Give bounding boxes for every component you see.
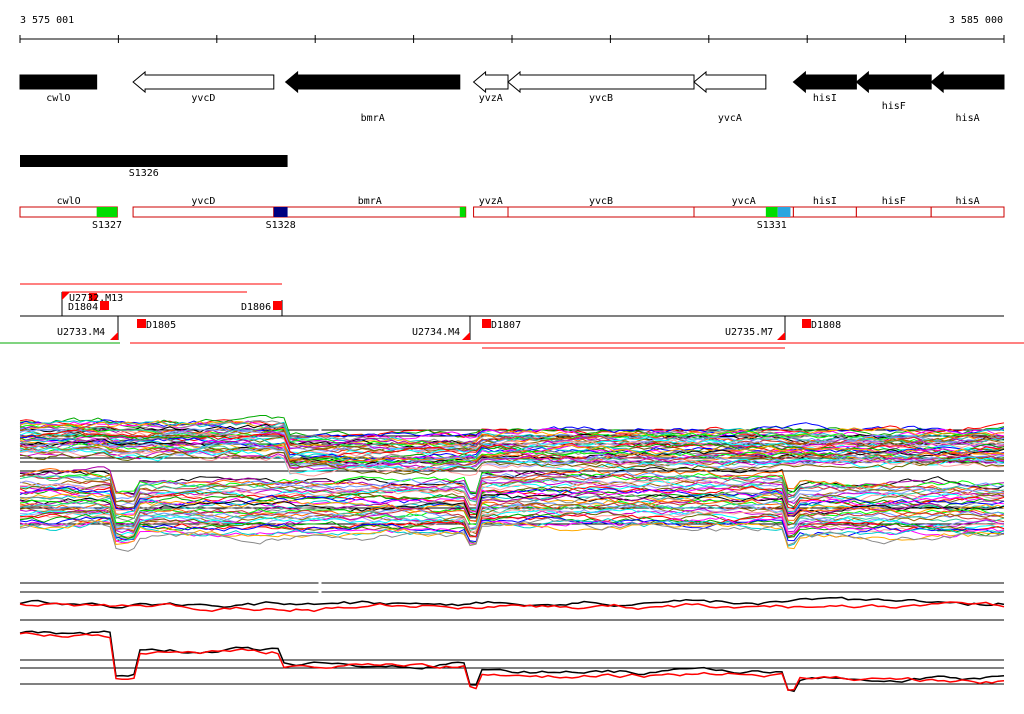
summary-profile bbox=[19, 630, 1005, 693]
reg-label-d1808[interactable]: D1808 bbox=[811, 320, 841, 331]
segment-marker-label: S1331 bbox=[757, 220, 787, 231]
segment-label-hisF: hisF bbox=[882, 196, 906, 207]
reg-marker-triangle bbox=[110, 332, 118, 340]
gene-arrow-hisA[interactable] bbox=[930, 70, 1005, 94]
expression-profile bbox=[19, 516, 1005, 545]
gene-label-hisA: hisA bbox=[956, 113, 980, 124]
gene-arrow-yvcA[interactable] bbox=[693, 70, 767, 94]
expression-profile bbox=[19, 479, 1005, 510]
reg-marker-box bbox=[89, 293, 97, 301]
expression-profile bbox=[19, 470, 1005, 500]
expression-profile bbox=[19, 451, 1005, 476]
expression-profile bbox=[19, 501, 1005, 530]
segment-marker[interactable] bbox=[273, 207, 288, 217]
segment-bmrA[interactable] bbox=[273, 206, 467, 218]
reg-marker-triangle bbox=[62, 292, 70, 300]
regulatory-track: U2732.M13 D1804 D1806 U2733.M4 D1805 U27… bbox=[0, 283, 1024, 349]
summary-profile bbox=[19, 601, 1005, 613]
expression-panel-summary bbox=[19, 580, 1005, 693]
gene-arrow-yvzA[interactable] bbox=[472, 70, 509, 94]
segment-label-bmrA: bmrA bbox=[358, 196, 382, 207]
ruler-ticks bbox=[19, 35, 1005, 43]
gene-label-hisI: hisI bbox=[813, 93, 837, 104]
expression-profile bbox=[19, 517, 1005, 552]
reg-marker-box bbox=[802, 319, 811, 328]
expression-profile bbox=[19, 449, 1005, 477]
reg-marker-triangle bbox=[777, 332, 785, 340]
expression-profile bbox=[19, 420, 1005, 449]
ruler-end-label: 3 585 000 bbox=[949, 15, 1003, 26]
expression-profile bbox=[19, 513, 1005, 543]
gene-arrow-hisF[interactable] bbox=[855, 70, 932, 94]
reg-label-u2733[interactable]: U2733.M4 bbox=[57, 327, 105, 338]
expression-profile bbox=[19, 425, 1005, 451]
summary-profile bbox=[19, 596, 1005, 609]
summary-profile bbox=[19, 632, 1005, 692]
reg-marker-box bbox=[100, 301, 109, 310]
segment-label-yvcB: yvcB bbox=[589, 196, 613, 207]
expression-profile bbox=[19, 508, 1005, 538]
segment-marker[interactable] bbox=[765, 207, 778, 217]
segment-label-yvcD: yvcD bbox=[191, 196, 215, 207]
reg-label-d1807[interactable]: D1807 bbox=[491, 320, 521, 331]
reg-marker-triangle bbox=[462, 332, 470, 340]
reg-marker-box bbox=[273, 301, 282, 310]
gene-label-bmrA: bmrA bbox=[361, 113, 385, 124]
segment-hisI[interactable] bbox=[792, 206, 857, 218]
gene-arrow-cwlO[interactable] bbox=[19, 74, 98, 90]
reg-label-u2734[interactable]: U2734.M4 bbox=[412, 327, 460, 338]
expression-profile bbox=[19, 498, 1005, 526]
expression-profile bbox=[19, 438, 1005, 465]
segment-label-cwlO: cwlO bbox=[57, 196, 81, 207]
segment-label-hisI: hisI bbox=[813, 196, 837, 207]
expression-profile bbox=[19, 493, 1005, 526]
long-feature-label: S1326 bbox=[129, 168, 159, 179]
reg-marker-box bbox=[482, 319, 491, 328]
segment-marker-label: S1327 bbox=[92, 220, 122, 231]
reg-label-u2735[interactable]: U2735.M7 bbox=[725, 327, 773, 338]
segment-marker[interactable] bbox=[459, 207, 466, 217]
segment-label-hisA: hisA bbox=[956, 196, 980, 207]
segment-yvzA[interactable] bbox=[473, 206, 509, 218]
segment-marker[interactable] bbox=[777, 207, 791, 217]
expression-profile bbox=[19, 448, 1005, 471]
gene-track: cwlO yvcD bmrA yvzA yvcB yvcA hisI hisF hisA bbox=[19, 70, 1005, 124]
segment-marker-label: S1328 bbox=[266, 220, 296, 231]
reg-marker-box bbox=[137, 319, 146, 328]
gene-label-yvzA: yvzA bbox=[479, 93, 503, 104]
expression-profile bbox=[19, 474, 1005, 504]
expression-profile bbox=[19, 467, 1005, 500]
gene-label-hisF: hisF bbox=[882, 101, 906, 112]
long-feature[interactable]: S1326 bbox=[20, 155, 288, 179]
gene-label-yvcB: yvcB bbox=[589, 93, 613, 104]
segment-label-yvzA: yvzA bbox=[479, 196, 503, 207]
gene-label-yvcD: yvcD bbox=[191, 93, 215, 104]
gene-arrow-yvcB[interactable] bbox=[507, 70, 695, 94]
expression-profile bbox=[20, 420, 1005, 443]
expression-profile bbox=[19, 479, 1005, 511]
ruler-start-label: 3 575 001 bbox=[20, 15, 74, 26]
coordinate-ruler: 3 575 001 3 585 000 bbox=[19, 15, 1005, 43]
segment-yvcD[interactable] bbox=[132, 206, 275, 218]
expression-profile bbox=[19, 485, 1005, 519]
expression-profile bbox=[19, 480, 1005, 516]
gene-label-yvcA: yvcA bbox=[718, 113, 742, 124]
reg-label-d1806[interactable]: D1806 bbox=[241, 302, 271, 313]
gene-arrow-yvcD[interactable] bbox=[132, 70, 275, 94]
gene-label-cwlO: cwlO bbox=[46, 93, 70, 104]
long-feature-bar[interactable] bbox=[20, 155, 288, 167]
segment-hisA[interactable] bbox=[930, 206, 1005, 218]
reg-label-d1805[interactable]: D1805 bbox=[146, 320, 176, 331]
segment-yvcB[interactable] bbox=[507, 206, 695, 218]
segment-marker[interactable] bbox=[96, 207, 118, 217]
expression-panel-multi bbox=[19, 415, 1005, 552]
segment-hisF[interactable] bbox=[855, 206, 932, 218]
gene-arrow-bmrA[interactable] bbox=[284, 70, 461, 94]
reg-label-d1804[interactable]: D1804 bbox=[68, 302, 98, 313]
reg-label-u2732[interactable]: U2732.M13 bbox=[69, 293, 123, 304]
segment-label-yvcA: yvcA bbox=[732, 196, 756, 207]
segment-track: cwlO yvcD bmrA yvzA yvcB yvcA hisI hisF hisA S132… bbox=[19, 196, 1005, 231]
gene-arrow-hisI[interactable] bbox=[792, 70, 857, 94]
